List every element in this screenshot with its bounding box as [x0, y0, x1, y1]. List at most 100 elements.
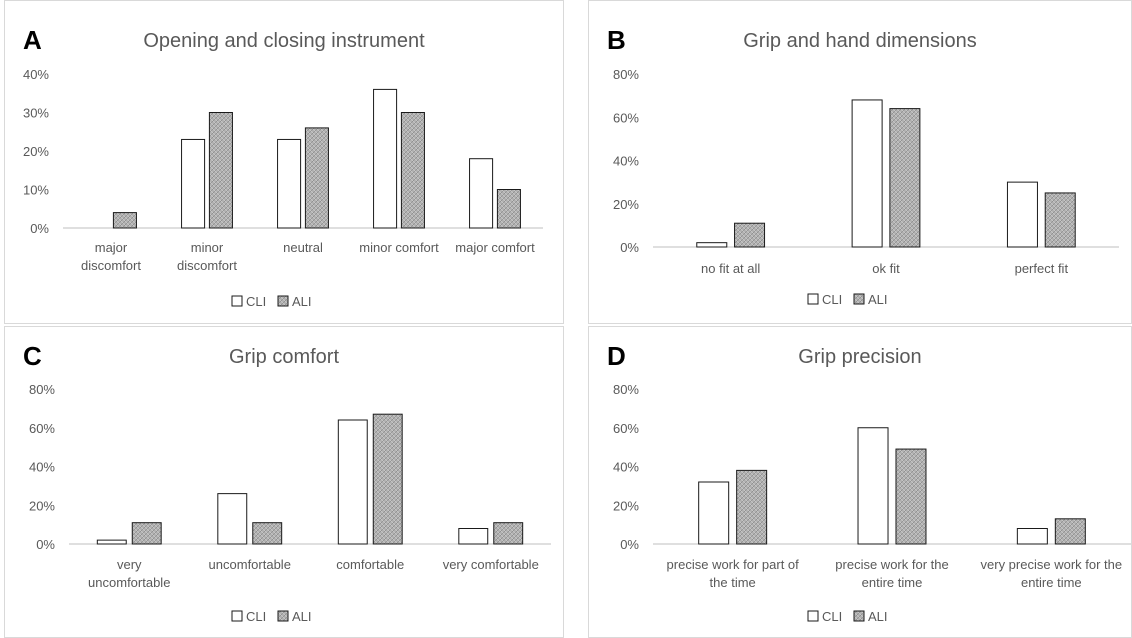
category-label: very precise work for the: [981, 557, 1123, 572]
bar-ali: [208, 112, 233, 229]
panel-letter-b: B: [607, 25, 626, 55]
category-label: ok fit: [872, 261, 900, 276]
bar-ali: [131, 522, 162, 545]
y-tick-label: 20%: [613, 197, 639, 212]
bar-ali: [493, 522, 524, 545]
bar-cli: [851, 99, 883, 248]
chart-b-svg: B Grip and hand dimensions 0% 20% 40% 60% 80% n…: [607, 25, 1119, 307]
legend-swatch-cli: [231, 610, 243, 622]
y-tick-label: 40%: [29, 460, 55, 475]
category-label: very: [117, 557, 142, 572]
y-tick-label: 0%: [36, 537, 55, 552]
panel-letter-d: D: [607, 341, 626, 371]
chart-title-a: Opening and closing instrument: [143, 30, 425, 52]
bar-ali: [496, 189, 521, 229]
y-tick-label: 0%: [620, 240, 639, 255]
category-label: major: [95, 240, 128, 255]
bar-ali: [304, 127, 329, 229]
category-label: comfortable: [336, 557, 404, 572]
category-label: precise work for part of: [667, 557, 800, 572]
category-label: major comfort: [455, 240, 535, 255]
y-tick-label: 60%: [613, 421, 639, 436]
legend-label-cli: CLI: [246, 609, 266, 624]
legend-label-ali: ALI: [292, 609, 312, 624]
legend-swatch-ali: [277, 610, 289, 622]
bar-ali: [1044, 192, 1076, 248]
bar-cli: [181, 138, 206, 229]
chart-a-svg: A Opening and closing instrument 0% 10% 20% 3…: [23, 25, 543, 309]
bar-cli: [458, 528, 489, 545]
category-label: uncomfortable: [88, 575, 170, 590]
legend-swatch-ali: [853, 610, 865, 622]
y-tick-label: 40%: [613, 460, 639, 475]
y-tick-label: 0%: [30, 221, 49, 236]
legend-swatch-ali: [277, 295, 289, 307]
bar-ali: [889, 108, 921, 248]
chart-panel-b: B Grip and hand dimensions 0% 20% 40% 60% 80% n…: [588, 0, 1132, 324]
legend-label-ali: ALI: [292, 294, 312, 309]
category-label: neutral: [283, 240, 323, 255]
chart-c-svg: C Grip comfort 0% 20% 40% 60% 80% very uncomfort…: [23, 341, 551, 624]
legend-label-ali: ALI: [868, 292, 888, 307]
category-label: discomfort: [177, 258, 237, 273]
chart-panel-c: C Grip comfort 0% 20% 40% 60% 80% very uncomfort…: [4, 326, 564, 638]
y-tick-label: 20%: [29, 498, 55, 513]
legend-swatch-ali: [853, 293, 865, 305]
legend-swatch-cli: [807, 293, 819, 305]
y-tick-label: 60%: [29, 421, 55, 436]
panel-letter-c: C: [23, 341, 42, 371]
y-tick-label: 20%: [23, 144, 49, 159]
legend-swatch-cli: [231, 295, 243, 307]
category-label: minor comfort: [359, 240, 439, 255]
category-label: no fit at all: [701, 261, 760, 276]
category-label: the time: [710, 575, 756, 590]
category-label: very comfortable: [443, 557, 539, 572]
category-label: precise work for the: [835, 557, 948, 572]
category-label: uncomfortable: [209, 557, 291, 572]
legend-swatch-cli: [807, 610, 819, 622]
category-label: entire time: [862, 575, 923, 590]
y-tick-label: 30%: [23, 106, 49, 121]
bar-ali: [400, 112, 425, 229]
legend-label-cli: CLI: [822, 292, 842, 307]
bar-ali: [895, 448, 927, 545]
category-label: discomfort: [81, 258, 141, 273]
y-tick-label: 40%: [613, 154, 639, 169]
bar-ali: [112, 212, 137, 229]
legend-label-cli: CLI: [822, 609, 842, 624]
bar-cli: [469, 158, 494, 229]
bar-cli: [1016, 528, 1048, 545]
y-tick-label: 80%: [29, 382, 55, 397]
bar-ali: [734, 222, 766, 248]
chart-panel-a: A Opening and closing instrument 0% 10% 20% 3…: [4, 0, 564, 324]
chart-title-b: Grip and hand dimensions: [743, 30, 976, 52]
bar-cli: [857, 427, 889, 545]
bar-cli: [1006, 181, 1038, 248]
bar-ali: [252, 522, 283, 545]
y-tick-label: 60%: [613, 110, 639, 125]
bar-cli: [337, 419, 368, 545]
category-label: entire time: [1021, 575, 1082, 590]
panel-letter-a: A: [23, 25, 42, 55]
chart-title-d: Grip precision: [798, 346, 921, 368]
bar-cli: [696, 242, 728, 248]
bar-cli: [277, 138, 302, 229]
bar-cli: [217, 493, 248, 545]
bar-ali: [372, 413, 403, 545]
bar-cli: [373, 88, 398, 229]
bar-cli: [96, 539, 127, 545]
y-tick-label: 80%: [613, 382, 639, 397]
bar-cli: [698, 481, 730, 545]
category-label: minor: [191, 240, 224, 255]
legend-label-cli: CLI: [246, 294, 266, 309]
y-tick-label: 0%: [620, 537, 639, 552]
chart-d-svg: D Grip precision 0% 20% 40% 60% 80% precise wor…: [607, 341, 1131, 624]
y-tick-label: 40%: [23, 67, 49, 82]
legend-label-ali: ALI: [868, 609, 888, 624]
y-tick-label: 80%: [613, 67, 639, 82]
bar-ali: [736, 469, 768, 545]
chart-panel-d: D Grip precision 0% 20% 40% 60% 80% precise wor…: [588, 326, 1132, 638]
y-tick-label: 10%: [23, 183, 49, 198]
category-label: perfect fit: [1015, 261, 1069, 276]
bar-ali: [1054, 518, 1086, 545]
